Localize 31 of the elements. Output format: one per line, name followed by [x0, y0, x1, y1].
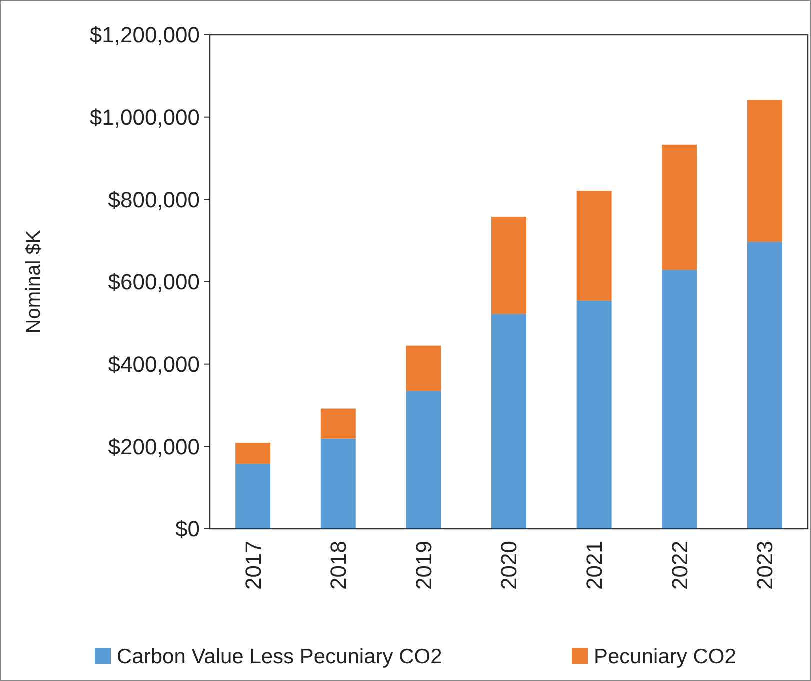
- y-tick-label: $400,000: [108, 352, 200, 378]
- legend-label: Carbon Value Less Pecuniary CO2: [117, 645, 442, 668]
- y-tick-label: $600,000: [108, 270, 200, 295]
- y-tick-label: $1,200,000: [90, 22, 200, 48]
- x-tick-label: 2020: [496, 541, 522, 590]
- y-tick-label: $1,000,000: [90, 105, 200, 130]
- bar: [747, 242, 782, 529]
- bar: [236, 442, 271, 464]
- x-tick-label: 2018: [326, 541, 352, 590]
- bar: [236, 464, 271, 529]
- x-tick-label: 2019: [411, 541, 436, 590]
- bar: [662, 270, 698, 529]
- y-tick-label: $200,000: [108, 434, 200, 460]
- bar: [492, 314, 526, 529]
- x-tick-label: 2021: [582, 541, 608, 590]
- bar: [320, 408, 356, 439]
- bar: [576, 300, 612, 529]
- bar: [662, 144, 698, 270]
- bar: [747, 100, 782, 242]
- y-tick-label: $800,000: [108, 187, 200, 212]
- bar: [406, 391, 442, 529]
- x-tick-label: 2023: [752, 541, 778, 590]
- x-tick-label: 2017: [240, 541, 266, 590]
- y-tick-label: $0: [176, 516, 200, 542]
- x-tick-label: 2022: [667, 541, 692, 590]
- bar: [576, 191, 612, 301]
- y-axis-title: Nominal $K: [23, 230, 45, 334]
- bar: [320, 438, 356, 529]
- legend-label: Pecuniary CO2: [594, 645, 736, 668]
- bar: [406, 346, 442, 392]
- bar: [492, 216, 526, 314]
